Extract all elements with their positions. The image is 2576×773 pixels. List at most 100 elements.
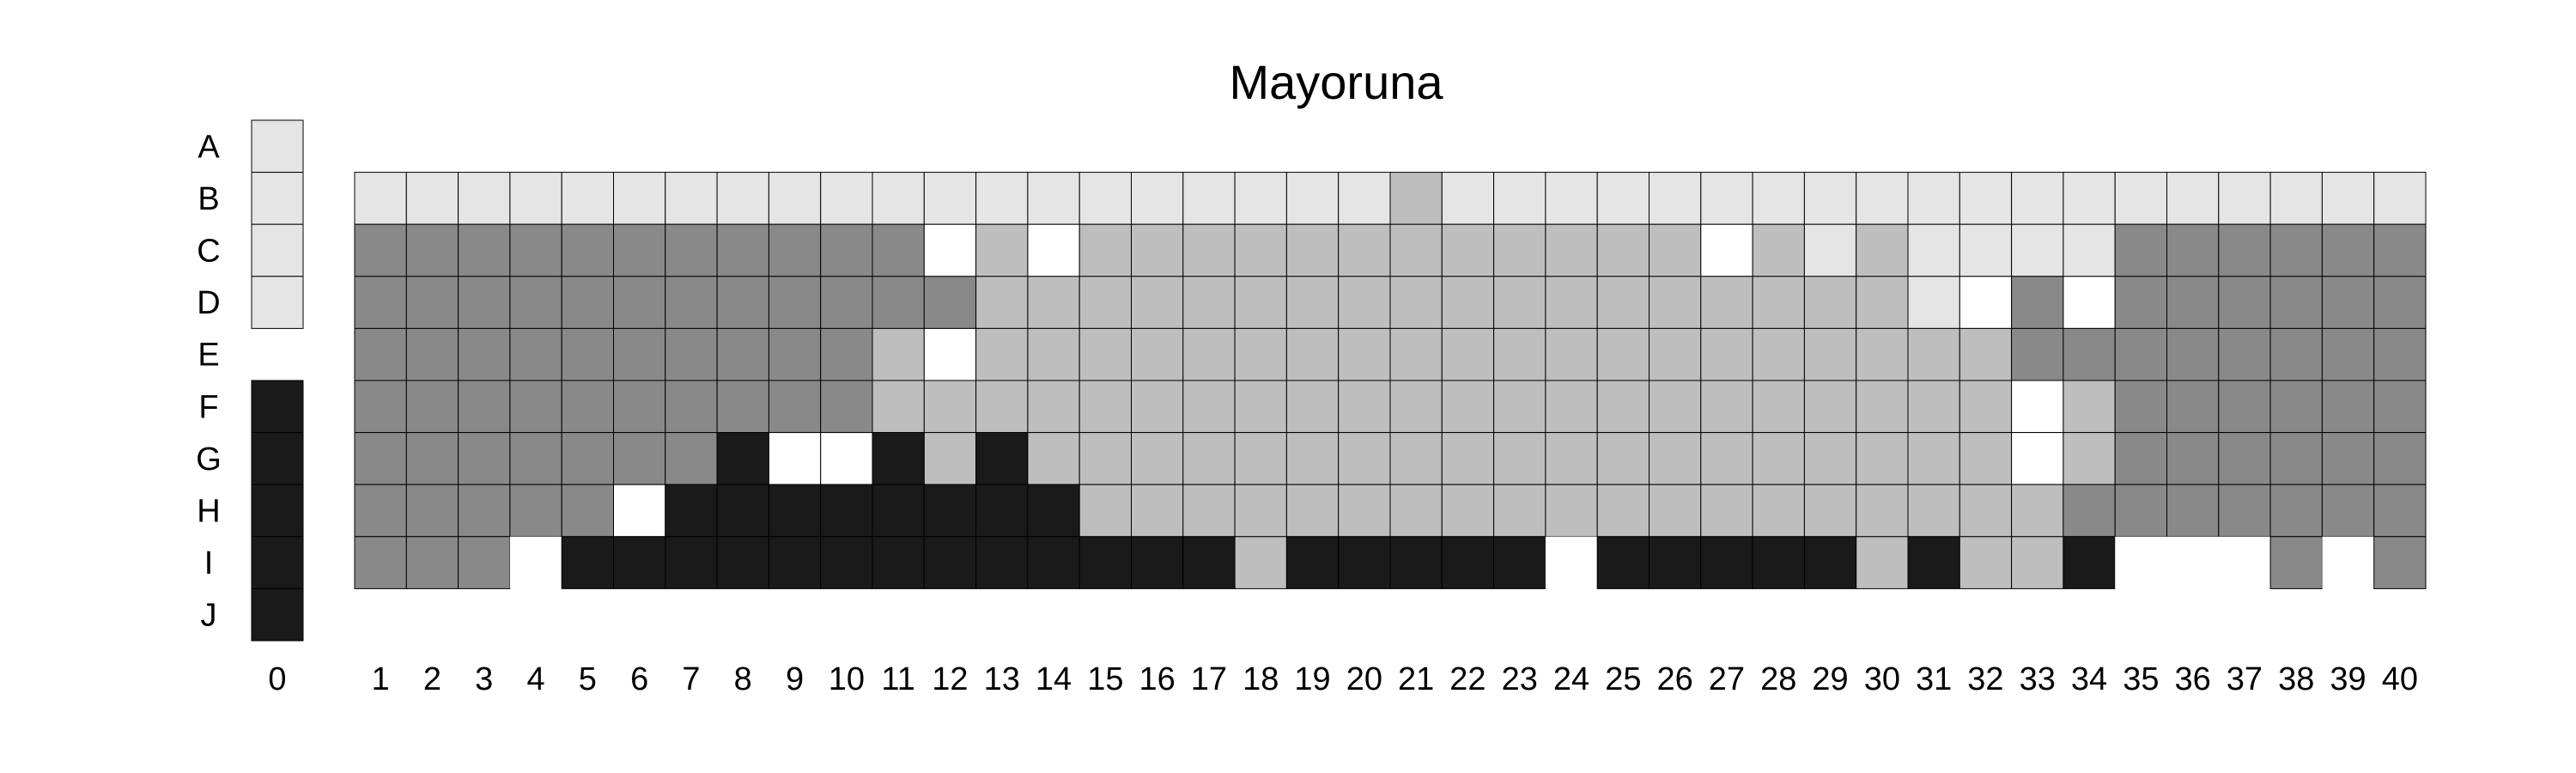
cell-B-1: [354, 172, 407, 225]
cell-H-1: [354, 484, 407, 538]
cell-G-4: [509, 432, 562, 485]
row-label-J: J: [201, 598, 217, 634]
cell-D-11: [872, 276, 925, 329]
cell-F-40: [2373, 380, 2427, 434]
cell-H-2: [405, 484, 459, 538]
cell-H-22: [1441, 484, 1495, 538]
cell-H-23: [1493, 484, 1546, 538]
cell-B-30: [1856, 172, 1909, 225]
cell-E-8: [716, 327, 769, 381]
column-label-28: 28: [1760, 661, 1796, 697]
cell-G-27: [1700, 432, 1753, 485]
cell-H-26: [1649, 484, 1702, 538]
cell-H-17: [1182, 484, 1236, 538]
cell-G-20: [1338, 432, 1391, 485]
column-label-37: 37: [2227, 661, 2263, 697]
cell-F-9: [768, 380, 822, 434]
cell-F-10: [820, 380, 873, 434]
column-label-21: 21: [1398, 661, 1434, 697]
cell-E-16: [1131, 327, 1184, 381]
cell-D-4: [509, 276, 562, 329]
cell-D-5: [561, 276, 615, 329]
cell-E-35: [2114, 327, 2167, 381]
cell-C-29: [1803, 223, 1857, 277]
cell-H-18: [1234, 484, 1287, 538]
cell-H-39: [2321, 484, 2375, 538]
cell-B-13: [975, 172, 1029, 225]
cell-D-30: [1856, 276, 1909, 329]
cell-C-14: [1027, 223, 1080, 277]
cell-H-10: [820, 484, 873, 538]
cell-I-34: [2063, 536, 2116, 589]
cell-E-1: [354, 327, 407, 381]
cell-E-3: [458, 327, 511, 381]
cell-I-25: [1596, 536, 1649, 589]
cell-F-16: [1131, 380, 1184, 434]
cell-E-14: [1027, 327, 1080, 381]
cell-E-5: [561, 327, 615, 381]
column-label-27: 27: [1709, 661, 1745, 697]
cell-B-21: [1389, 172, 1443, 225]
cell-H-27: [1700, 484, 1753, 538]
cell-I-35: [2115, 536, 2167, 589]
cell-B-31: [1907, 172, 1960, 225]
cell-C-31: [1907, 223, 1960, 277]
row-label-B: B: [197, 181, 219, 217]
cell-I-11: [872, 536, 925, 589]
key-cell-G: [251, 432, 304, 485]
column-label-17: 17: [1191, 661, 1227, 697]
cell-C-23: [1493, 223, 1546, 277]
cell-C-20: [1338, 223, 1391, 277]
column-label-14: 14: [1036, 661, 1072, 697]
cell-F-6: [613, 380, 666, 434]
column-label-12: 12: [932, 661, 968, 697]
cell-E-22: [1441, 327, 1495, 381]
cell-I-2: [405, 536, 459, 589]
cell-D-22: [1441, 276, 1495, 329]
cell-F-17: [1182, 380, 1236, 434]
cell-H-16: [1131, 484, 1184, 538]
key-cell-C: [251, 223, 304, 277]
cell-I-14: [1027, 536, 1080, 589]
cell-C-32: [1959, 223, 2013, 277]
cell-I-8: [716, 536, 769, 589]
cell-C-11: [872, 223, 925, 277]
cell-B-5: [561, 172, 615, 225]
cell-F-23: [1493, 380, 1546, 434]
cell-G-9: [768, 432, 822, 485]
cell-F-24: [1545, 380, 1598, 434]
cell-I-37: [2218, 536, 2271, 589]
cell-F-21: [1389, 380, 1443, 434]
cell-B-20: [1338, 172, 1391, 225]
cell-E-20: [1338, 327, 1391, 381]
column-label-7: 7: [682, 661, 700, 697]
cell-E-28: [1752, 327, 1805, 381]
cell-D-26: [1649, 276, 1702, 329]
cell-D-27: [1700, 276, 1753, 329]
column-label-10: 10: [829, 661, 865, 697]
cell-H-13: [975, 484, 1029, 538]
cell-I-28: [1752, 536, 1805, 589]
cell-D-29: [1803, 276, 1857, 329]
cell-I-1: [354, 536, 407, 589]
cell-H-38: [2269, 484, 2323, 538]
cell-F-19: [1285, 380, 1340, 434]
cell-F-8: [716, 380, 769, 434]
cell-C-34: [2063, 223, 2116, 277]
cell-B-37: [2218, 172, 2271, 225]
cell-C-19: [1285, 223, 1340, 277]
cell-H-15: [1078, 484, 1132, 538]
cell-I-12: [923, 536, 977, 589]
cell-E-23: [1493, 327, 1546, 381]
cell-G-26: [1649, 432, 1702, 485]
cell-G-19: [1285, 432, 1340, 485]
cell-D-35: [2114, 276, 2167, 329]
cell-F-18: [1234, 380, 1287, 434]
cell-H-25: [1596, 484, 1649, 538]
cell-I-33: [2011, 536, 2064, 589]
cell-B-17: [1182, 172, 1236, 225]
cell-F-38: [2269, 380, 2323, 434]
cell-B-18: [1234, 172, 1287, 225]
cell-H-14: [1027, 484, 1080, 538]
